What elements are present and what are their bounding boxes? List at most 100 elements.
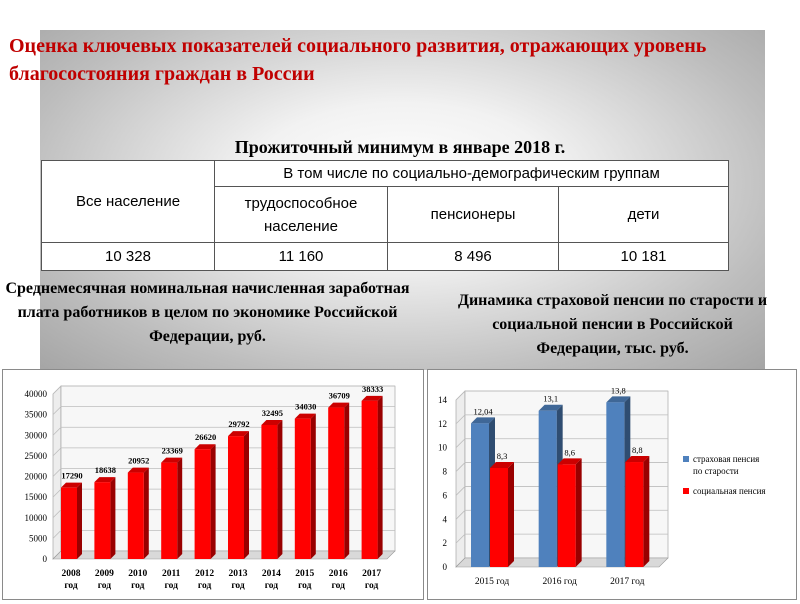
y-tick-label: 15000	[25, 492, 48, 502]
x-tick-unit: год	[98, 581, 112, 591]
x-tick-year: 2010	[128, 569, 147, 579]
bar	[161, 457, 183, 559]
gridline	[52, 447, 395, 457]
pension-bar-chart: 0 2 4 6 8 10 12 14 12,04 8,3 2015 год 13,1 8,6 2016 г…	[438, 385, 766, 587]
x-tick-year: 2012	[195, 569, 214, 579]
y-tick-label: 6	[443, 490, 448, 500]
data-label: 23369	[162, 446, 183, 456]
x-tick-year: 2011	[162, 569, 181, 579]
bar	[625, 456, 650, 567]
y-tick-label: 2	[443, 538, 448, 548]
y-tick-label: 12	[438, 419, 447, 429]
gridline	[455, 390, 668, 401]
y-tick-label: 25000	[25, 451, 48, 461]
back-wall	[455, 390, 466, 568]
bar	[361, 395, 383, 559]
data-label: 8,8	[632, 445, 643, 455]
y-tick-label: 14	[438, 395, 448, 405]
data-label: 12,04	[473, 406, 493, 416]
x-tick-unit: год	[298, 581, 312, 591]
data-label: 13,1	[543, 394, 558, 404]
data-label: 18638	[95, 465, 116, 475]
x-tick-unit: год	[332, 581, 346, 591]
bar	[557, 458, 582, 567]
table-caption: Прожиточный минимум в январе 2018 г.	[234, 137, 566, 157]
pension-chart-panel: 0 2 4 6 8 10 12 14 12,04 8,3 2015 год 13,1 8,6 2016 г…	[427, 369, 797, 600]
subsistence-minimum-table: Все население В том числе по социально-д…	[41, 160, 729, 271]
x-tick-label: 2016 год	[542, 577, 577, 587]
y-tick-label: 35000	[25, 410, 48, 420]
col-header-working: трудоспособное население	[214, 186, 388, 243]
y-tick-label: 0	[43, 554, 48, 564]
x-tick-year: 2013	[229, 569, 248, 579]
value-children: 10 181	[558, 242, 729, 271]
col-header-group: В том числе по социально-демографическим…	[214, 160, 729, 187]
value-all: 10 328	[41, 242, 215, 271]
data-label: 20952	[128, 456, 149, 466]
gridline	[52, 468, 395, 477]
bar	[490, 461, 514, 567]
x-tick-year: 2014	[262, 569, 281, 579]
col-header-all: Все население	[41, 160, 215, 243]
x-tick-year: 2016	[329, 569, 348, 579]
legend-swatch	[683, 456, 689, 462]
legend-label: социальная пенсия	[693, 486, 766, 496]
data-label: 29792	[228, 419, 249, 429]
x-tick-label: 2017 год	[610, 577, 645, 587]
chart2-caption: Динамика страховой пенсии по старости и …	[457, 292, 768, 357]
slide-title: Оценка ключевых показателей социального …	[9, 35, 707, 85]
gridline	[455, 414, 668, 425]
data-label: 8,3	[497, 451, 508, 461]
col-header-children: дети	[558, 186, 729, 243]
x-tick-unit: год	[64, 581, 78, 591]
y-tick-label: 30000	[25, 430, 48, 440]
y-tick-label: 10	[438, 443, 448, 453]
y-tick-label: 0	[443, 562, 448, 572]
col-header-pensioners: пенсионеры	[387, 186, 559, 243]
y-tick-label: 20000	[25, 472, 48, 482]
salary-bar-chart: 0 5000 10000 15000 20000 25000 30000 35000 40000…	[25, 384, 396, 591]
bar	[127, 467, 149, 559]
data-label: 17290	[61, 471, 82, 481]
bar	[294, 413, 316, 559]
value-pensioners: 8 496	[387, 242, 559, 271]
bar	[328, 402, 350, 559]
chart1-caption: Среднемесячная номинальная начисленная з…	[5, 280, 410, 345]
x-tick-year: 2015	[295, 569, 314, 579]
legend-swatch	[683, 488, 689, 494]
bar	[61, 482, 82, 559]
gridline	[455, 509, 668, 520]
gridline	[52, 406, 395, 415]
x-tick-year: 2009	[95, 569, 114, 579]
bar	[261, 419, 283, 559]
data-label: 36709	[329, 391, 350, 401]
data-label: 13,8	[611, 385, 626, 395]
y-tick-label: 8	[443, 467, 448, 477]
y-tick-label: 5000	[29, 533, 48, 543]
x-tick-year: 2008	[62, 569, 81, 579]
x-tick-label: 2015 год	[475, 577, 510, 587]
gridline	[52, 385, 395, 395]
bar	[228, 431, 249, 559]
data-label: 38333	[362, 384, 383, 394]
legend-label: по старости	[693, 466, 739, 476]
data-label: 26620	[195, 432, 216, 442]
legend-label: страховая пенсия	[693, 454, 759, 464]
x-tick-unit: год	[165, 581, 179, 591]
data-label: 32495	[262, 408, 283, 418]
x-tick-unit: год	[365, 581, 379, 591]
gridline	[52, 426, 395, 436]
bar	[94, 477, 116, 559]
gridline	[455, 462, 668, 472]
x-tick-unit: год	[231, 581, 245, 591]
gridline	[455, 533, 668, 544]
value-working: 11 160	[214, 242, 388, 271]
x-tick-unit: год	[131, 581, 145, 591]
gridline	[455, 438, 668, 448]
y-tick-label: 40000	[25, 389, 48, 399]
bar	[194, 444, 216, 559]
gridline	[455, 486, 668, 496]
x-tick-unit: год	[198, 581, 212, 591]
salary-chart-panel: 0 5000 10000 15000 20000 25000 30000 35000 40000…	[2, 369, 424, 600]
y-tick-label: 10000	[25, 513, 48, 523]
